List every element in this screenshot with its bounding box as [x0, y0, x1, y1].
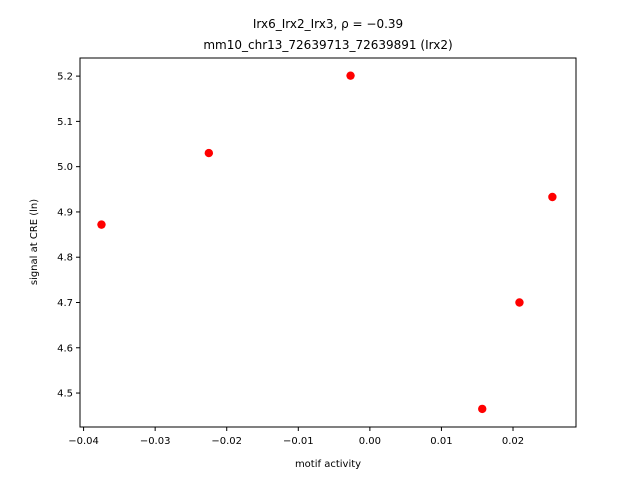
- y-tick-label: 4.9: [57, 207, 73, 218]
- data-points: [97, 71, 557, 414]
- x-axis-ticks: −0.04 −0.03 −0.02 −0.01 0.00 0.01 0.02: [68, 427, 524, 447]
- y-axis-label: signal at CRE (ln): [29, 199, 40, 285]
- x-tick-label: 0.02: [502, 436, 524, 447]
- data-point-1: [97, 220, 106, 229]
- plot-area-frame: [79, 57, 577, 428]
- x-tick-label: 0.00: [359, 436, 381, 447]
- y-tick-label: 5.0: [57, 162, 73, 173]
- chart-title-line2: mm10_chr13_72639713_72639891 (Irx2): [203, 38, 452, 52]
- x-tick-label: −0.01: [283, 436, 314, 447]
- x-tick-label: 0.01: [430, 436, 452, 447]
- y-tick-label: 4.8: [57, 253, 73, 264]
- data-point-2: [204, 148, 214, 158]
- y-tick-label: 4.5: [57, 389, 73, 400]
- y-tick-label: 5.1: [57, 117, 73, 128]
- chart-title-line1: Irx6_Irx2_Irx3, ρ = −0.39: [253, 17, 403, 31]
- data-point-5: [515, 298, 524, 307]
- x-tick-label: −0.04: [68, 436, 99, 447]
- x-tick-label: −0.02: [211, 436, 242, 447]
- y-tick-label: 4.6: [57, 343, 73, 354]
- y-axis-ticks: 4.5 4.6 4.7 4.8 4.9 5.0 5.1 5.2: [57, 72, 80, 400]
- y-tick-label: 4.7: [57, 298, 73, 309]
- data-point-4: [478, 404, 487, 414]
- y-tick-label: 5.2: [57, 72, 73, 83]
- x-tick-label: −0.03: [140, 436, 171, 447]
- data-point-3: [346, 71, 355, 80]
- x-axis-label: motif activity: [295, 459, 361, 470]
- data-point-6: [548, 192, 557, 202]
